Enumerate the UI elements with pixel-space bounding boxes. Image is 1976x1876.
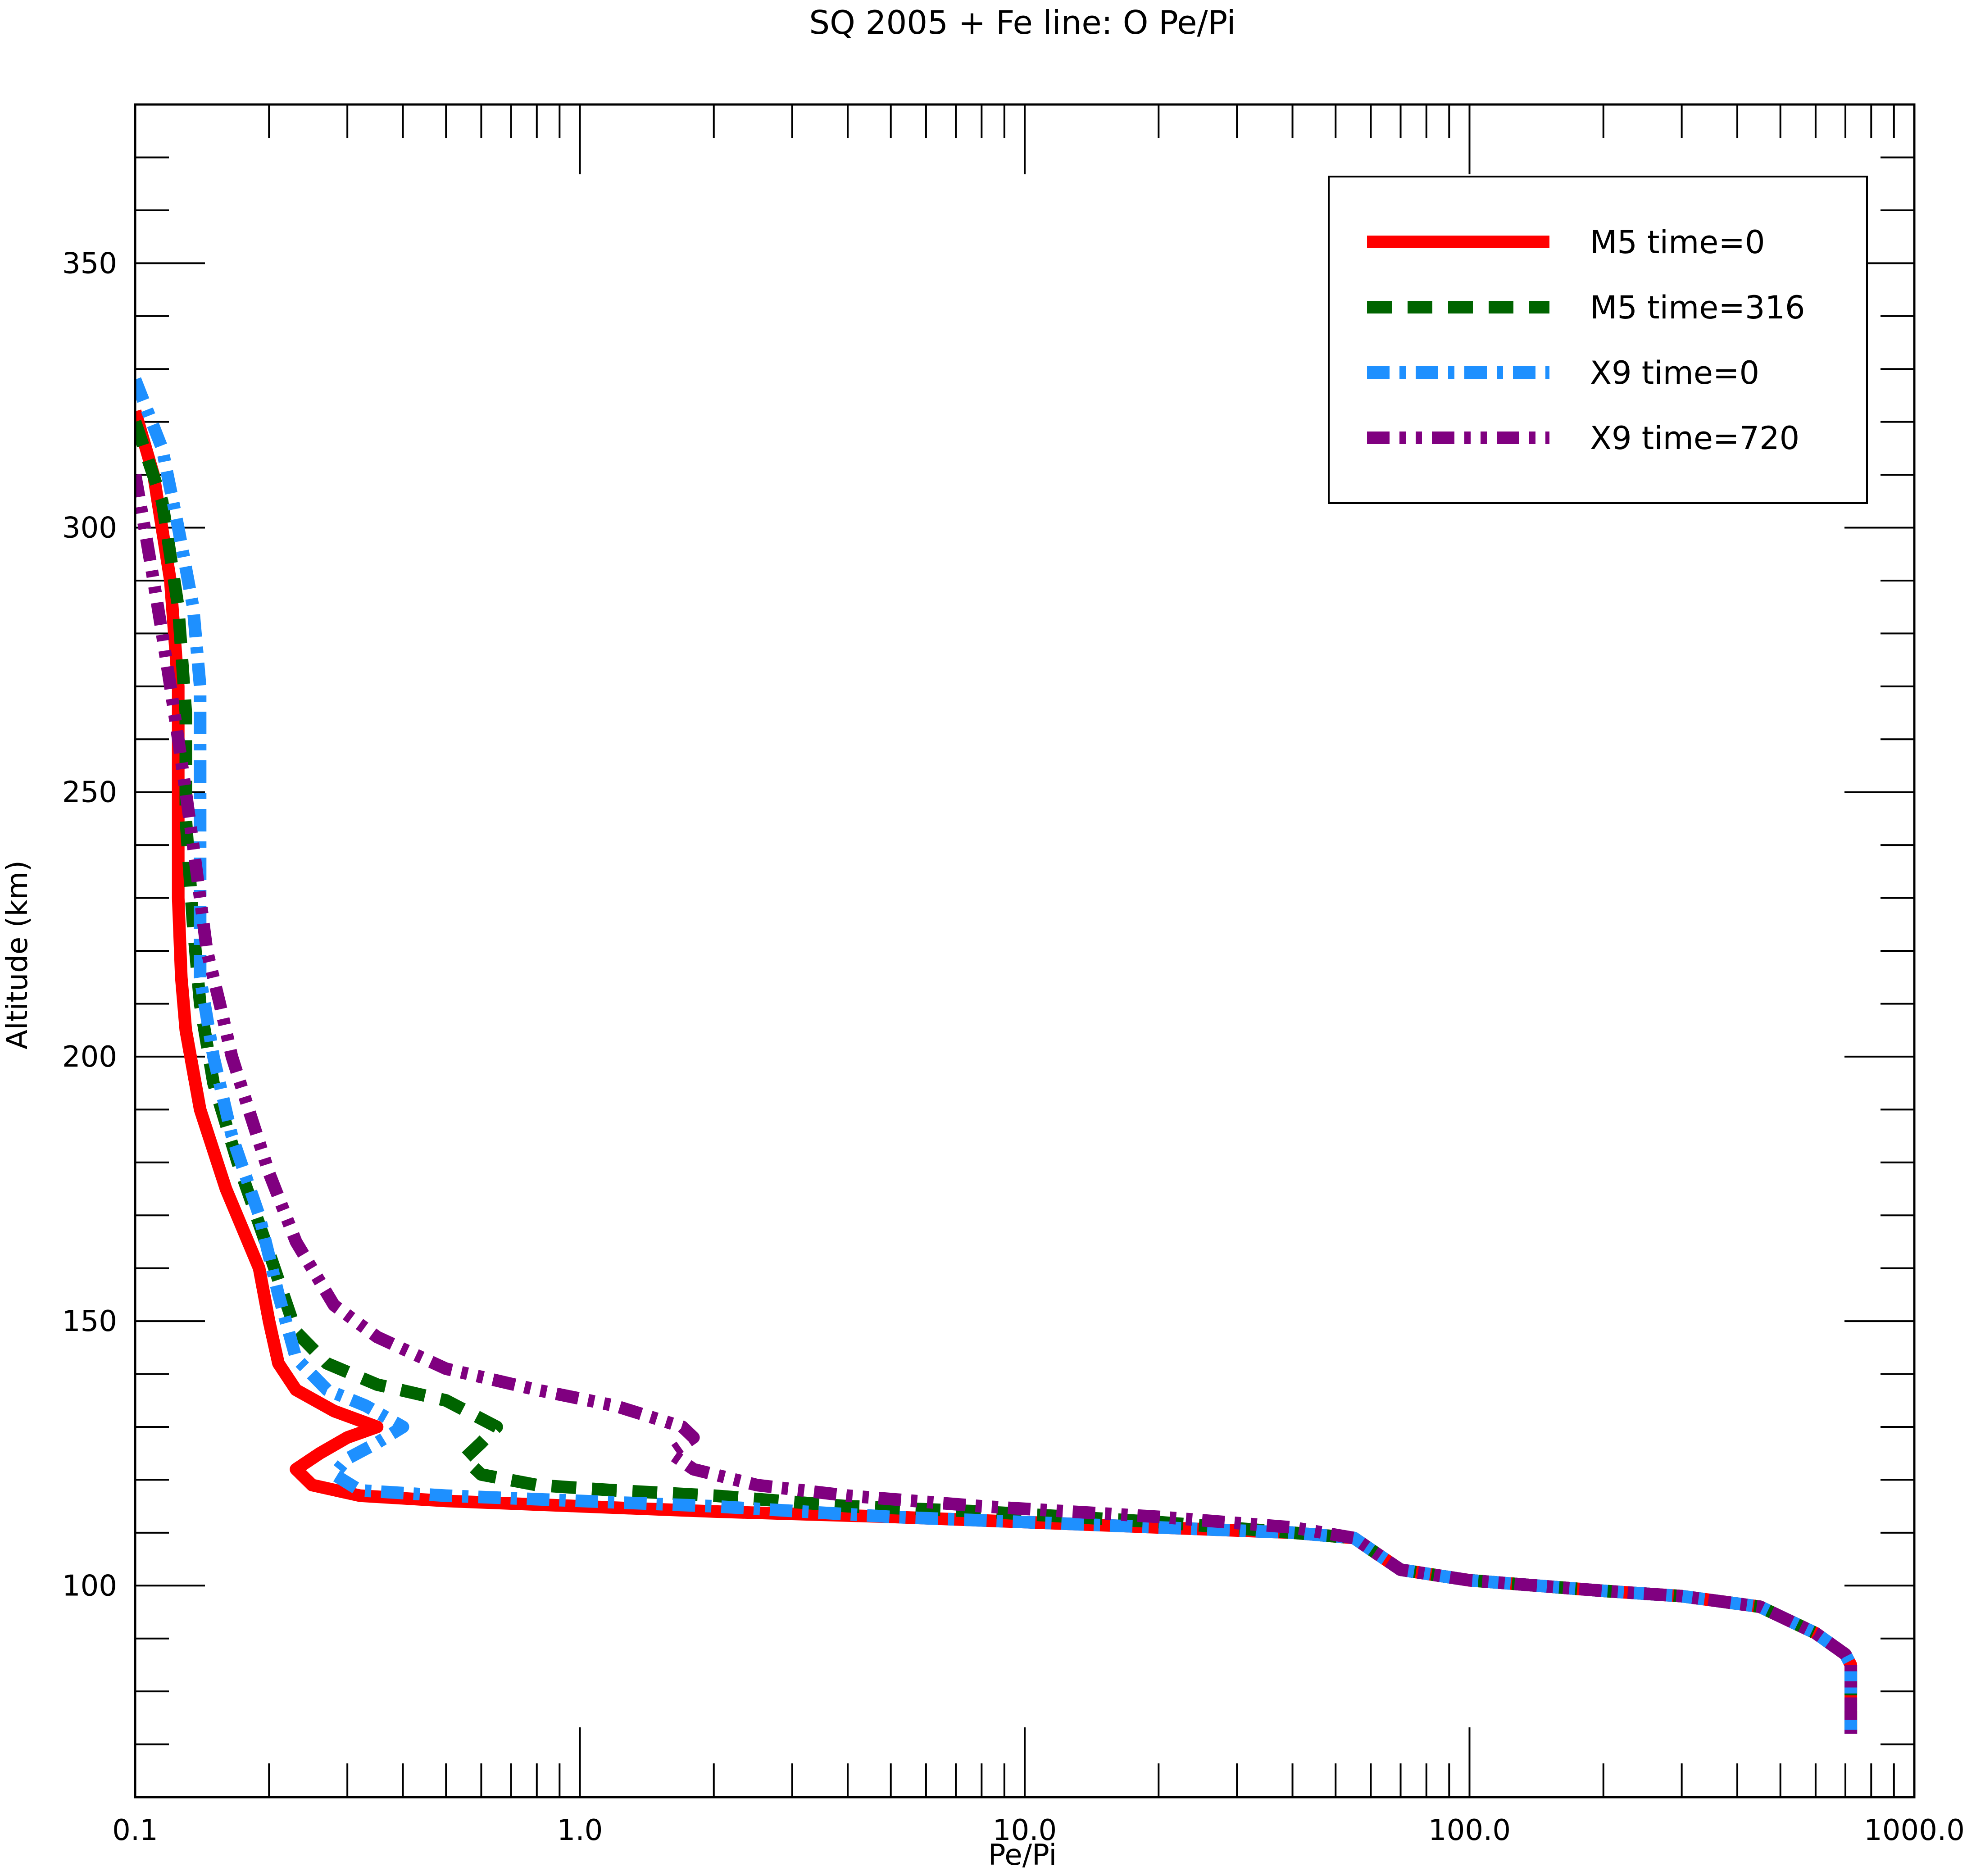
x-tick-label: 1.0 [557, 1814, 603, 1847]
y-tick-label: 100 [62, 1569, 117, 1603]
y-axis-label: Altitude (km) [1, 860, 34, 1049]
x-tick-label: 0.1 [112, 1814, 158, 1847]
tick-labels: 0.1 1.0 10.0 100.0 1000.0 100 150 200 250 300 350 [62, 247, 1965, 1847]
series-line-2 [135, 420, 1858, 1734]
legend-box [1328, 176, 1868, 504]
series-line-3 [135, 377, 1858, 1734]
legend-label: M5 time=316 [1590, 289, 1805, 326]
x-tick-label: 1000.0 [1864, 1814, 1965, 1847]
x-tick-label: 100.0 [1428, 1814, 1511, 1847]
legend-label: M5 time=0 [1590, 224, 1765, 261]
chart-title: SQ 2005 + Fe line: O Pe/Pi [809, 4, 1236, 41]
legend-label: X9 time=720 [1590, 420, 1799, 457]
x-axis-label: Pe/Pi [988, 1839, 1057, 1872]
series-line-4 [135, 473, 1858, 1734]
plot-frame [134, 103, 1916, 1799]
y-tick-label: 350 [62, 247, 117, 280]
series-layer [135, 377, 1858, 1734]
legend-label: X9 time=0 [1590, 354, 1759, 391]
y-tick-label: 200 [62, 1040, 117, 1074]
y-tick-label: 150 [62, 1305, 117, 1338]
y-tick-label: 300 [62, 512, 117, 545]
y-tick-label: 250 [62, 776, 117, 809]
series-line-1 [135, 409, 1858, 1734]
legend: M5 time=0 M5 time=316 X9 time=0 X9 time=720 [1328, 176, 1868, 504]
x-tick-label: 10.0 [993, 1814, 1057, 1847]
